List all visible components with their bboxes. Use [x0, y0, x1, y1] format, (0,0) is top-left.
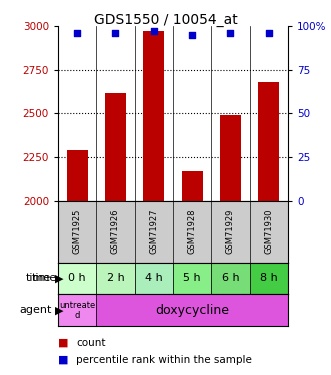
Text: 0 h: 0 h — [68, 273, 86, 284]
Point — [74, 30, 80, 36]
Text: percentile rank within the sample: percentile rank within the sample — [76, 355, 252, 365]
Text: ■: ■ — [58, 338, 69, 348]
Text: GSM71925: GSM71925 — [72, 209, 82, 254]
Text: agent: agent — [19, 305, 51, 315]
Bar — [58, 294, 96, 326]
Bar — [211, 262, 250, 294]
Point — [189, 32, 195, 38]
Text: GDS1550 / 10054_at: GDS1550 / 10054_at — [94, 13, 237, 27]
Text: GSM71930: GSM71930 — [264, 209, 273, 254]
Point — [266, 30, 271, 36]
Point — [151, 28, 157, 34]
Text: doxycycline: doxycycline — [155, 304, 229, 317]
Text: ▶: ▶ — [55, 273, 63, 284]
Text: ▶: ▶ — [55, 305, 63, 315]
Bar — [105, 93, 126, 201]
Text: time: time — [32, 273, 57, 284]
Bar — [258, 82, 279, 201]
Bar — [182, 171, 203, 201]
Text: ■: ■ — [58, 355, 69, 365]
Bar — [173, 262, 211, 294]
Text: time: time — [26, 273, 51, 284]
Bar — [220, 115, 241, 201]
Text: 6 h: 6 h — [222, 273, 239, 284]
Text: GSM71926: GSM71926 — [111, 209, 120, 254]
Text: GSM71928: GSM71928 — [188, 209, 197, 254]
Bar — [67, 150, 88, 201]
Bar — [143, 31, 164, 201]
Text: 2 h: 2 h — [107, 273, 124, 284]
Text: GSM71927: GSM71927 — [149, 209, 158, 254]
Bar — [96, 262, 135, 294]
Bar — [250, 262, 288, 294]
Point — [113, 30, 118, 36]
Point — [228, 30, 233, 36]
Text: count: count — [76, 338, 106, 348]
Text: 4 h: 4 h — [145, 273, 163, 284]
Text: 5 h: 5 h — [183, 273, 201, 284]
Text: GSM71929: GSM71929 — [226, 209, 235, 254]
Bar — [96, 294, 288, 326]
Text: 8 h: 8 h — [260, 273, 278, 284]
Bar — [58, 262, 96, 294]
Bar — [135, 262, 173, 294]
Text: untreate
d: untreate d — [59, 301, 95, 320]
